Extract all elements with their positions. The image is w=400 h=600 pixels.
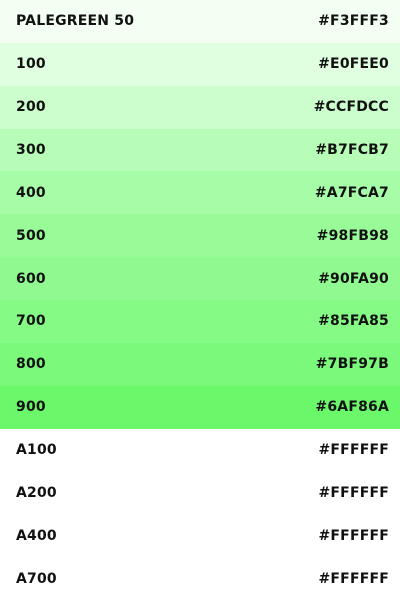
swatch-a200[interactable]: A200 #FFFFFF	[0, 471, 400, 515]
swatch-label: 800	[16, 356, 46, 373]
swatch-400[interactable]: 400 #A7FCA7	[0, 171, 400, 215]
swatch-label: A100	[16, 442, 57, 459]
swatch-a700[interactable]: A700 #FFFFFF	[0, 557, 400, 600]
swatch-label: PALEGREEN 50	[16, 13, 135, 30]
swatch-100[interactable]: 100 #E0FEE0	[0, 42, 400, 86]
swatch-hex-value: #7BF97B	[315, 356, 389, 373]
swatch-hex-value: #85FA85	[318, 313, 389, 330]
swatch-label: 900	[16, 399, 46, 416]
swatch-50[interactable]: PALEGREEN 50 #F3FFF3	[0, 0, 400, 43]
swatch-a100[interactable]: A100 #FFFFFF	[0, 428, 400, 472]
swatch-label: 300	[16, 142, 46, 158]
swatch-500[interactable]: 500 #98FB98	[0, 214, 400, 258]
swatch-label: A200	[16, 484, 57, 501]
swatch-hex-value: #B7FCB7	[315, 142, 389, 158]
swatch-label: 600	[16, 270, 46, 287]
swatch-label: 400	[16, 184, 46, 201]
swatch-hex-value: #FFFFFF	[318, 484, 389, 501]
swatch-label: 200	[16, 99, 46, 116]
swatch-800[interactable]: 800 #7BF97B	[0, 342, 400, 386]
swatch-900[interactable]: 900 #6AF86A	[0, 385, 400, 429]
swatch-hex-value: #6AF86A	[315, 399, 389, 416]
swatch-200[interactable]: 200 #CCFDCC	[0, 85, 400, 129]
swatch-300[interactable]: 300 #B7FCB7	[0, 128, 400, 172]
swatch-hex-value: #98FB98	[316, 227, 389, 244]
swatch-700[interactable]: 700 #85FA85	[0, 300, 400, 343]
swatch-hex-value: #FFFFFF	[318, 442, 389, 459]
swatch-hex-value: #90FA90	[318, 270, 389, 287]
swatch-hex-value: #F3FFF3	[318, 13, 389, 30]
swatch-label: A400	[16, 527, 57, 544]
swatch-hex-value: #FFFFFF	[318, 527, 389, 544]
swatch-600[interactable]: 600 #90FA90	[0, 257, 400, 301]
swatch-hex-value: #CCFDCC	[313, 99, 389, 116]
swatch-a400[interactable]: A400 #FFFFFF	[0, 514, 400, 558]
swatch-label: 100	[16, 56, 46, 73]
swatch-hex-value: #A7FCA7	[314, 184, 389, 201]
swatch-label: 700	[16, 313, 46, 330]
swatch-label: A700	[16, 570, 57, 587]
swatch-label: 500	[16, 227, 46, 244]
swatch-hex-value: #FFFFFF	[318, 570, 389, 587]
swatch-hex-value: #E0FEE0	[318, 56, 389, 73]
